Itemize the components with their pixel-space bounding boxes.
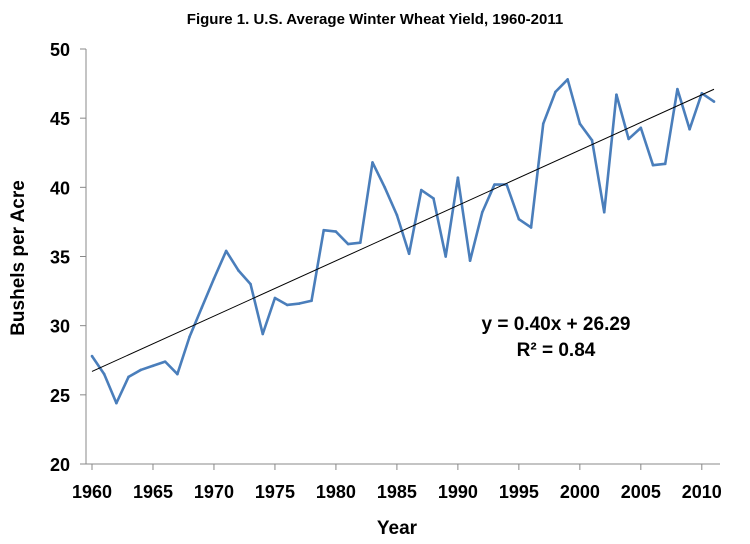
x-tick-label: 2000 bbox=[560, 482, 600, 502]
yield-series-line bbox=[90, 78, 715, 405]
x-tick-label: 1975 bbox=[255, 482, 295, 502]
data-point bbox=[224, 249, 228, 253]
data-point bbox=[444, 255, 447, 258]
data-point bbox=[127, 375, 130, 379]
data-point bbox=[346, 242, 350, 246]
data-point bbox=[615, 93, 618, 96]
chart-title: Figure 1. U.S. Average Winter Wheat Yiel… bbox=[187, 11, 563, 28]
data-point bbox=[602, 210, 606, 214]
data-point bbox=[480, 210, 484, 214]
trend-equation: y = 0.40x + 26.29 bbox=[482, 314, 631, 335]
data-point bbox=[163, 360, 167, 363]
data-point bbox=[517, 217, 521, 221]
data-point bbox=[578, 122, 582, 125]
y-tick-label: 50 bbox=[50, 40, 70, 60]
x-tick-label: 1980 bbox=[316, 482, 356, 502]
data-point bbox=[285, 303, 289, 307]
data-point bbox=[529, 226, 533, 229]
data-point bbox=[456, 176, 460, 179]
y-tick-label: 30 bbox=[50, 317, 70, 337]
data-point bbox=[237, 269, 240, 272]
data-point bbox=[468, 259, 472, 262]
y-tick-label: 40 bbox=[50, 178, 70, 198]
x-tick-label: 1985 bbox=[377, 482, 417, 502]
r-squared: R² = 0.84 bbox=[517, 340, 596, 361]
data-point bbox=[554, 90, 557, 94]
x-tick-label: 2010 bbox=[682, 482, 722, 502]
data-point bbox=[590, 139, 594, 142]
data-point bbox=[663, 162, 667, 166]
data-point bbox=[419, 188, 423, 192]
x-tick-label: 1990 bbox=[438, 482, 478, 502]
data-point bbox=[90, 354, 94, 358]
data-point bbox=[200, 306, 204, 309]
data-point bbox=[493, 183, 496, 186]
data-point bbox=[249, 282, 252, 286]
trendline bbox=[91, 88, 715, 372]
data-point bbox=[102, 372, 106, 376]
x-tick-label: 1995 bbox=[499, 482, 539, 502]
y-tick-label: 20 bbox=[50, 455, 70, 475]
data-point bbox=[151, 364, 155, 368]
x-tick-label: 1970 bbox=[194, 482, 234, 502]
y-tick-label: 45 bbox=[50, 109, 70, 129]
data-point bbox=[676, 87, 679, 91]
data-point bbox=[383, 186, 387, 189]
data-point bbox=[688, 127, 691, 131]
data-point bbox=[139, 368, 143, 372]
data-point bbox=[407, 252, 411, 256]
data-point bbox=[566, 78, 569, 81]
x-tick-label: 2005 bbox=[621, 482, 661, 502]
data-point bbox=[395, 213, 399, 217]
data-point bbox=[334, 230, 338, 233]
data-point bbox=[627, 137, 630, 141]
data-point bbox=[115, 401, 118, 405]
data-point bbox=[261, 332, 265, 336]
data-point bbox=[639, 126, 643, 130]
data-point bbox=[700, 91, 704, 95]
y-tick-label: 35 bbox=[50, 248, 70, 268]
data-point bbox=[651, 163, 655, 167]
data-point bbox=[298, 302, 301, 305]
data-point bbox=[432, 197, 435, 200]
data-point bbox=[310, 299, 313, 303]
data-point bbox=[322, 228, 326, 232]
data-point bbox=[188, 335, 191, 339]
data-point bbox=[212, 277, 216, 280]
y-axis-label: Bushels per Acre bbox=[8, 180, 29, 336]
data-point bbox=[371, 161, 374, 164]
x-tick-label: 1965 bbox=[133, 482, 173, 502]
data-point bbox=[359, 241, 362, 244]
data-point bbox=[712, 100, 716, 103]
data-point bbox=[541, 122, 545, 125]
x-tick-label: 1960 bbox=[72, 482, 112, 502]
y-tick-label: 25 bbox=[50, 386, 70, 406]
data-point bbox=[176, 372, 179, 376]
x-axis-label: Year bbox=[377, 518, 418, 539]
data-point bbox=[273, 296, 277, 300]
